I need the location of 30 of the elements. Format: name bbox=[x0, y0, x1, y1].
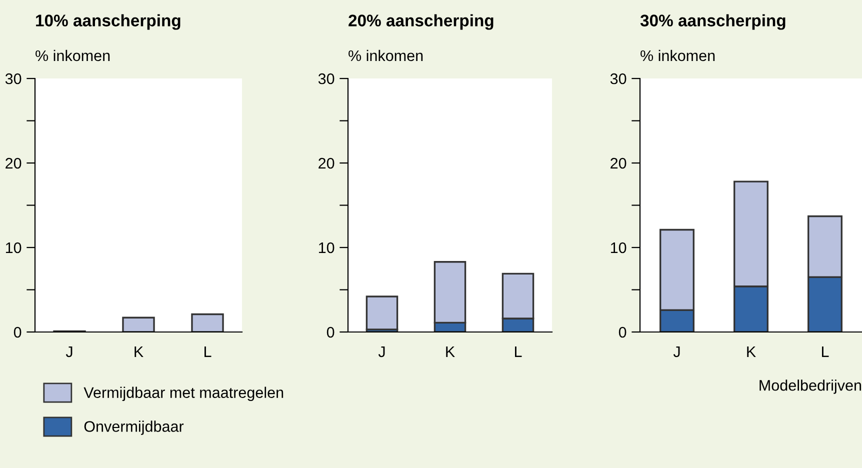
y-tick-label: 20 bbox=[6, 158, 22, 169]
chart-title: 30% aanscherping bbox=[640, 14, 786, 30]
y-axis-title: % inkomen bbox=[36, 50, 110, 62]
y-tick-label: 30 bbox=[318, 73, 334, 84]
x-tick-label: K bbox=[134, 346, 144, 357]
y-tick-label: 30 bbox=[5, 73, 22, 84]
y-tick-label: 20 bbox=[318, 158, 334, 169]
x-tick-label: J bbox=[378, 346, 385, 358]
x-tick-label: K bbox=[446, 346, 455, 357]
x-tick-label: K bbox=[747, 346, 756, 357]
y-tick-label: 10 bbox=[6, 242, 22, 254]
legend-label: Vermijdbaar met maatregelen bbox=[84, 386, 284, 401]
x-tick-label: J bbox=[673, 346, 680, 358]
x-tick-label: J bbox=[66, 346, 72, 358]
y-tick-label: 10 bbox=[318, 242, 334, 254]
y-tick-label: 20 bbox=[610, 158, 626, 169]
y-tick-label: 30 bbox=[610, 73, 626, 84]
chart-title: 10% aanscherping bbox=[36, 14, 180, 30]
chart-title: 20% aanscherping bbox=[348, 14, 494, 30]
x-axis-title: Modelbedrijven bbox=[760, 380, 862, 394]
y-tick-label: 10 bbox=[610, 242, 626, 254]
y-tick-label: 0 bbox=[14, 326, 22, 338]
legend-label: Onvermijdbaar bbox=[84, 420, 184, 435]
y-axis-title: % inkomen bbox=[640, 50, 715, 62]
y-tick-label: 0 bbox=[326, 326, 334, 338]
x-tick-label: L bbox=[515, 346, 522, 357]
x-tick-label: L bbox=[822, 346, 829, 357]
x-tick-label: L bbox=[204, 346, 212, 357]
y-tick-label: 0 bbox=[618, 326, 626, 338]
y-axis-title: % inkomen bbox=[348, 50, 423, 62]
